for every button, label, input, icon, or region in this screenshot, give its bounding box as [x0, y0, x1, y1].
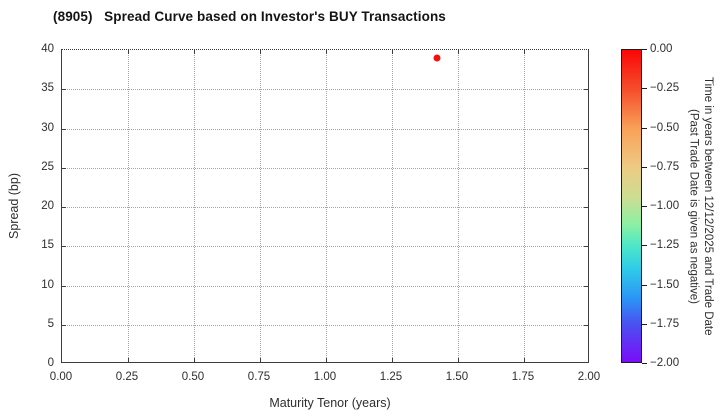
- y-tick-mark: [584, 207, 588, 208]
- y-tick-mark: [62, 285, 66, 287]
- y-tick-label: 15: [41, 239, 54, 252]
- x-tick-label: 0.75: [247, 371, 271, 383]
- colorbar-tick-label: −0.50: [650, 121, 680, 134]
- y-tick-mark: [584, 167, 588, 169]
- x-tick-mark: [260, 50, 261, 54]
- colorbar-tick-label: 0.00: [650, 43, 673, 55]
- chart-title: (8905) Spread Curve based on Investor's …: [53, 9, 446, 24]
- x-tick-mark: [260, 358, 261, 362]
- x-tick-label: 1.50: [445, 371, 469, 383]
- x-tick-mark: [326, 50, 327, 54]
- colorbar-tick-label: −0.75: [650, 160, 680, 173]
- x-tick-label: 1.00: [313, 371, 337, 383]
- colorbar-label-line1: Time in years between 12/12/2025 and Tra…: [702, 76, 714, 336]
- x-tick-mark: [458, 50, 459, 54]
- colorbar-label-line2: (Past Trade Date is given as negative): [687, 108, 700, 304]
- colorbar-tick-label: −1.50: [650, 278, 680, 291]
- y-gridline: [62, 324, 588, 326]
- colorbar-tick-mark: [642, 206, 647, 208]
- y-tick-label: 20: [41, 200, 54, 212]
- colorbar: [621, 49, 642, 363]
- x-tick-mark: [326, 358, 327, 362]
- y-tick-mark: [584, 285, 588, 287]
- y-tick-mark: [584, 128, 588, 130]
- colorbar-tick-mark: [642, 323, 647, 325]
- x-axis-label: Maturity Tenor (years): [269, 396, 391, 410]
- colorbar-tick-label: −1.00: [650, 200, 680, 212]
- x-tick-mark: [392, 50, 393, 54]
- colorbar-tick-mark: [642, 88, 647, 90]
- colorbar-tick-label: −1.25: [650, 239, 680, 252]
- y-tick-mark: [62, 167, 66, 169]
- colorbar-tick-mark: [642, 49, 647, 51]
- x-gridline: [260, 50, 261, 362]
- colorbar-tick-mark: [642, 166, 647, 168]
- x-tick-label: 0.00: [49, 371, 73, 383]
- y-tick-mark: [62, 246, 66, 248]
- data-point: [433, 54, 441, 62]
- y-tick-mark: [584, 246, 588, 248]
- colorbar-tick-mark: [642, 127, 647, 129]
- x-tick-mark: [194, 50, 195, 54]
- x-gridline: [392, 50, 393, 362]
- y-tick-mark: [584, 324, 588, 326]
- y-tick-label: 25: [41, 160, 54, 173]
- colorbar-label: Time in years between 12/12/2025 and Tra…: [683, 49, 715, 363]
- y-tick-mark: [62, 128, 66, 130]
- x-tick-mark: [392, 358, 393, 362]
- colorbar-tick-label: −1.75: [650, 317, 680, 330]
- x-gridline: [326, 50, 327, 362]
- y-gridline: [62, 207, 588, 208]
- y-tick-label: 40: [41, 43, 54, 55]
- y-gridline: [62, 285, 588, 287]
- colorbar-tick-label: −0.25: [650, 82, 680, 95]
- y-tick-mark: [584, 89, 588, 91]
- y-tick-label: 30: [41, 121, 54, 134]
- plot-area: [61, 49, 589, 363]
- colorbar-tick-mark: [642, 363, 647, 365]
- x-tick-label: 2.00: [577, 371, 601, 383]
- y-tick-label: 0: [47, 357, 54, 369]
- y-tick-mark: [62, 324, 66, 326]
- x-gridline: [524, 50, 525, 362]
- y-gridline: [62, 246, 588, 248]
- colorbar-tick-mark: [642, 284, 647, 286]
- x-tick-mark: [524, 50, 525, 54]
- x-tick-mark: [128, 358, 129, 362]
- y-tick-label: 10: [41, 278, 54, 291]
- x-gridline: [458, 50, 459, 362]
- y-gridline: [62, 128, 588, 130]
- x-tick-label: 1.25: [379, 371, 403, 383]
- x-tick-mark: [458, 358, 459, 362]
- x-tick-mark: [194, 358, 195, 362]
- colorbar-tick-label: −2.00: [650, 357, 680, 369]
- colorbar-tick-mark: [642, 245, 647, 247]
- x-tick-mark: [524, 358, 525, 362]
- y-tick-label: 5: [47, 317, 54, 330]
- x-gridline: [194, 50, 195, 362]
- y-tick-mark: [62, 89, 66, 91]
- x-tick-mark: [128, 50, 129, 54]
- x-tick-label: 0.50: [181, 371, 205, 383]
- x-tick-label: 1.75: [511, 371, 535, 383]
- y-gridline: [62, 89, 588, 91]
- y-gridline: [62, 167, 588, 169]
- y-tick-label: 35: [41, 82, 54, 95]
- x-tick-label: 0.25: [115, 371, 139, 383]
- y-tick-mark: [62, 207, 66, 208]
- x-gridline: [128, 50, 129, 362]
